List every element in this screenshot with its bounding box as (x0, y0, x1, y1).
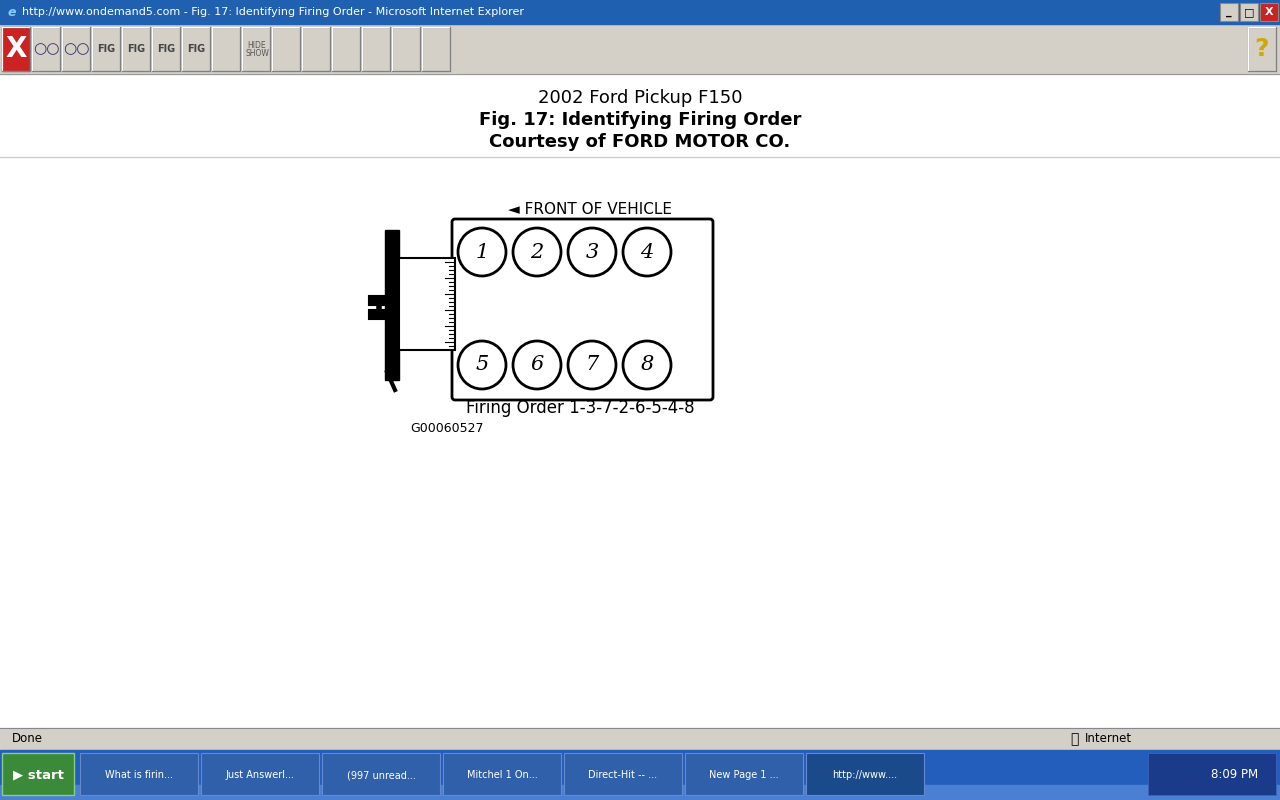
Text: 1: 1 (475, 242, 489, 262)
Circle shape (458, 341, 506, 389)
Circle shape (623, 341, 671, 389)
Bar (201, 753, 319, 795)
Bar (3, 27, 29, 71)
Bar (242, 27, 270, 71)
Text: G00060527: G00060527 (410, 422, 484, 434)
Bar (1260, 3, 1277, 21)
Text: 8:09 PM: 8:09 PM (1211, 769, 1258, 782)
Text: 4: 4 (640, 242, 654, 262)
Text: Firing Order 1-3-7-2-6-5-4-8: Firing Order 1-3-7-2-6-5-4-8 (466, 399, 694, 417)
Bar (323, 753, 440, 795)
Text: 🌐: 🌐 (1070, 732, 1078, 746)
Bar (3, 753, 74, 795)
Circle shape (513, 341, 561, 389)
Bar (443, 753, 561, 795)
Text: Courtesy of FORD MOTOR CO.: Courtesy of FORD MOTOR CO. (489, 133, 791, 151)
Text: _: _ (1226, 7, 1231, 17)
Bar (61, 27, 90, 71)
Text: ○○: ○○ (33, 42, 59, 57)
Bar (422, 27, 451, 71)
Bar (1248, 27, 1276, 71)
Text: New Page 1 ...: New Page 1 ... (709, 770, 778, 780)
Text: FIG: FIG (97, 44, 115, 54)
Bar (332, 27, 360, 71)
Bar (182, 27, 210, 71)
Bar (0, 785, 1280, 800)
Text: 7: 7 (585, 355, 599, 374)
Text: X: X (5, 35, 27, 63)
Bar (685, 753, 803, 795)
Bar (362, 27, 390, 71)
Text: What is firin...: What is firin... (105, 770, 173, 780)
Text: Internet: Internet (1085, 733, 1132, 746)
Text: http://www....: http://www.... (832, 770, 897, 780)
Circle shape (568, 228, 616, 276)
Bar (0, 750, 1280, 800)
Text: 3: 3 (585, 242, 599, 262)
Text: ◄ FRONT OF VEHICLE: ◄ FRONT OF VEHICLE (508, 202, 672, 218)
Bar (3, 27, 29, 71)
Text: http://www.ondemand5.com - Fig. 17: Identifying Firing Order - Microsoft Interne: http://www.ondemand5.com - Fig. 17: Iden… (22, 7, 524, 17)
Text: (997 unread...: (997 unread... (347, 770, 416, 780)
Text: Mitchel 1 On...: Mitchel 1 On... (467, 770, 538, 780)
Bar (0, 728, 1280, 750)
Bar (385, 230, 399, 380)
Bar (0, 24, 1280, 74)
FancyBboxPatch shape (452, 219, 713, 400)
Circle shape (568, 341, 616, 389)
Bar (212, 27, 241, 71)
Bar (92, 27, 120, 71)
Bar (79, 753, 198, 795)
Text: Fig. 17: Identifying Firing Order: Fig. 17: Identifying Firing Order (479, 111, 801, 129)
Circle shape (458, 228, 506, 276)
Text: Direct-Hit -- ...: Direct-Hit -- ... (589, 770, 658, 780)
Text: FIG: FIG (187, 44, 205, 54)
Circle shape (623, 228, 671, 276)
Text: ▶ start: ▶ start (13, 769, 64, 782)
Bar (152, 27, 180, 71)
Text: SHOW: SHOW (244, 50, 269, 58)
Text: X: X (1265, 7, 1274, 17)
Text: □: □ (1244, 7, 1254, 17)
Text: 2002 Ford Pickup F150: 2002 Ford Pickup F150 (538, 89, 742, 107)
Text: 5: 5 (475, 355, 489, 374)
Text: Done: Done (12, 733, 44, 746)
Text: 6: 6 (530, 355, 544, 374)
Bar (1220, 3, 1238, 21)
Text: 2: 2 (530, 242, 544, 262)
Text: FIG: FIG (157, 44, 175, 54)
Text: ○○: ○○ (63, 42, 90, 57)
Bar (32, 27, 60, 71)
Circle shape (513, 228, 561, 276)
Bar (1148, 753, 1276, 795)
Bar (806, 753, 924, 795)
Text: e: e (8, 6, 17, 18)
Text: ?: ? (1254, 37, 1270, 61)
Text: HIDE: HIDE (248, 41, 266, 50)
Bar (122, 27, 150, 71)
Text: Just Answerl...: Just Answerl... (225, 770, 294, 780)
Bar (0, 0, 1280, 24)
Bar (1240, 3, 1258, 21)
Bar (392, 27, 420, 71)
Bar (0, 74, 1280, 728)
Bar (564, 753, 682, 795)
Text: 8: 8 (640, 355, 654, 374)
Bar (273, 27, 300, 71)
Bar (302, 27, 330, 71)
Text: FIG: FIG (127, 44, 145, 54)
Bar (399, 258, 454, 350)
